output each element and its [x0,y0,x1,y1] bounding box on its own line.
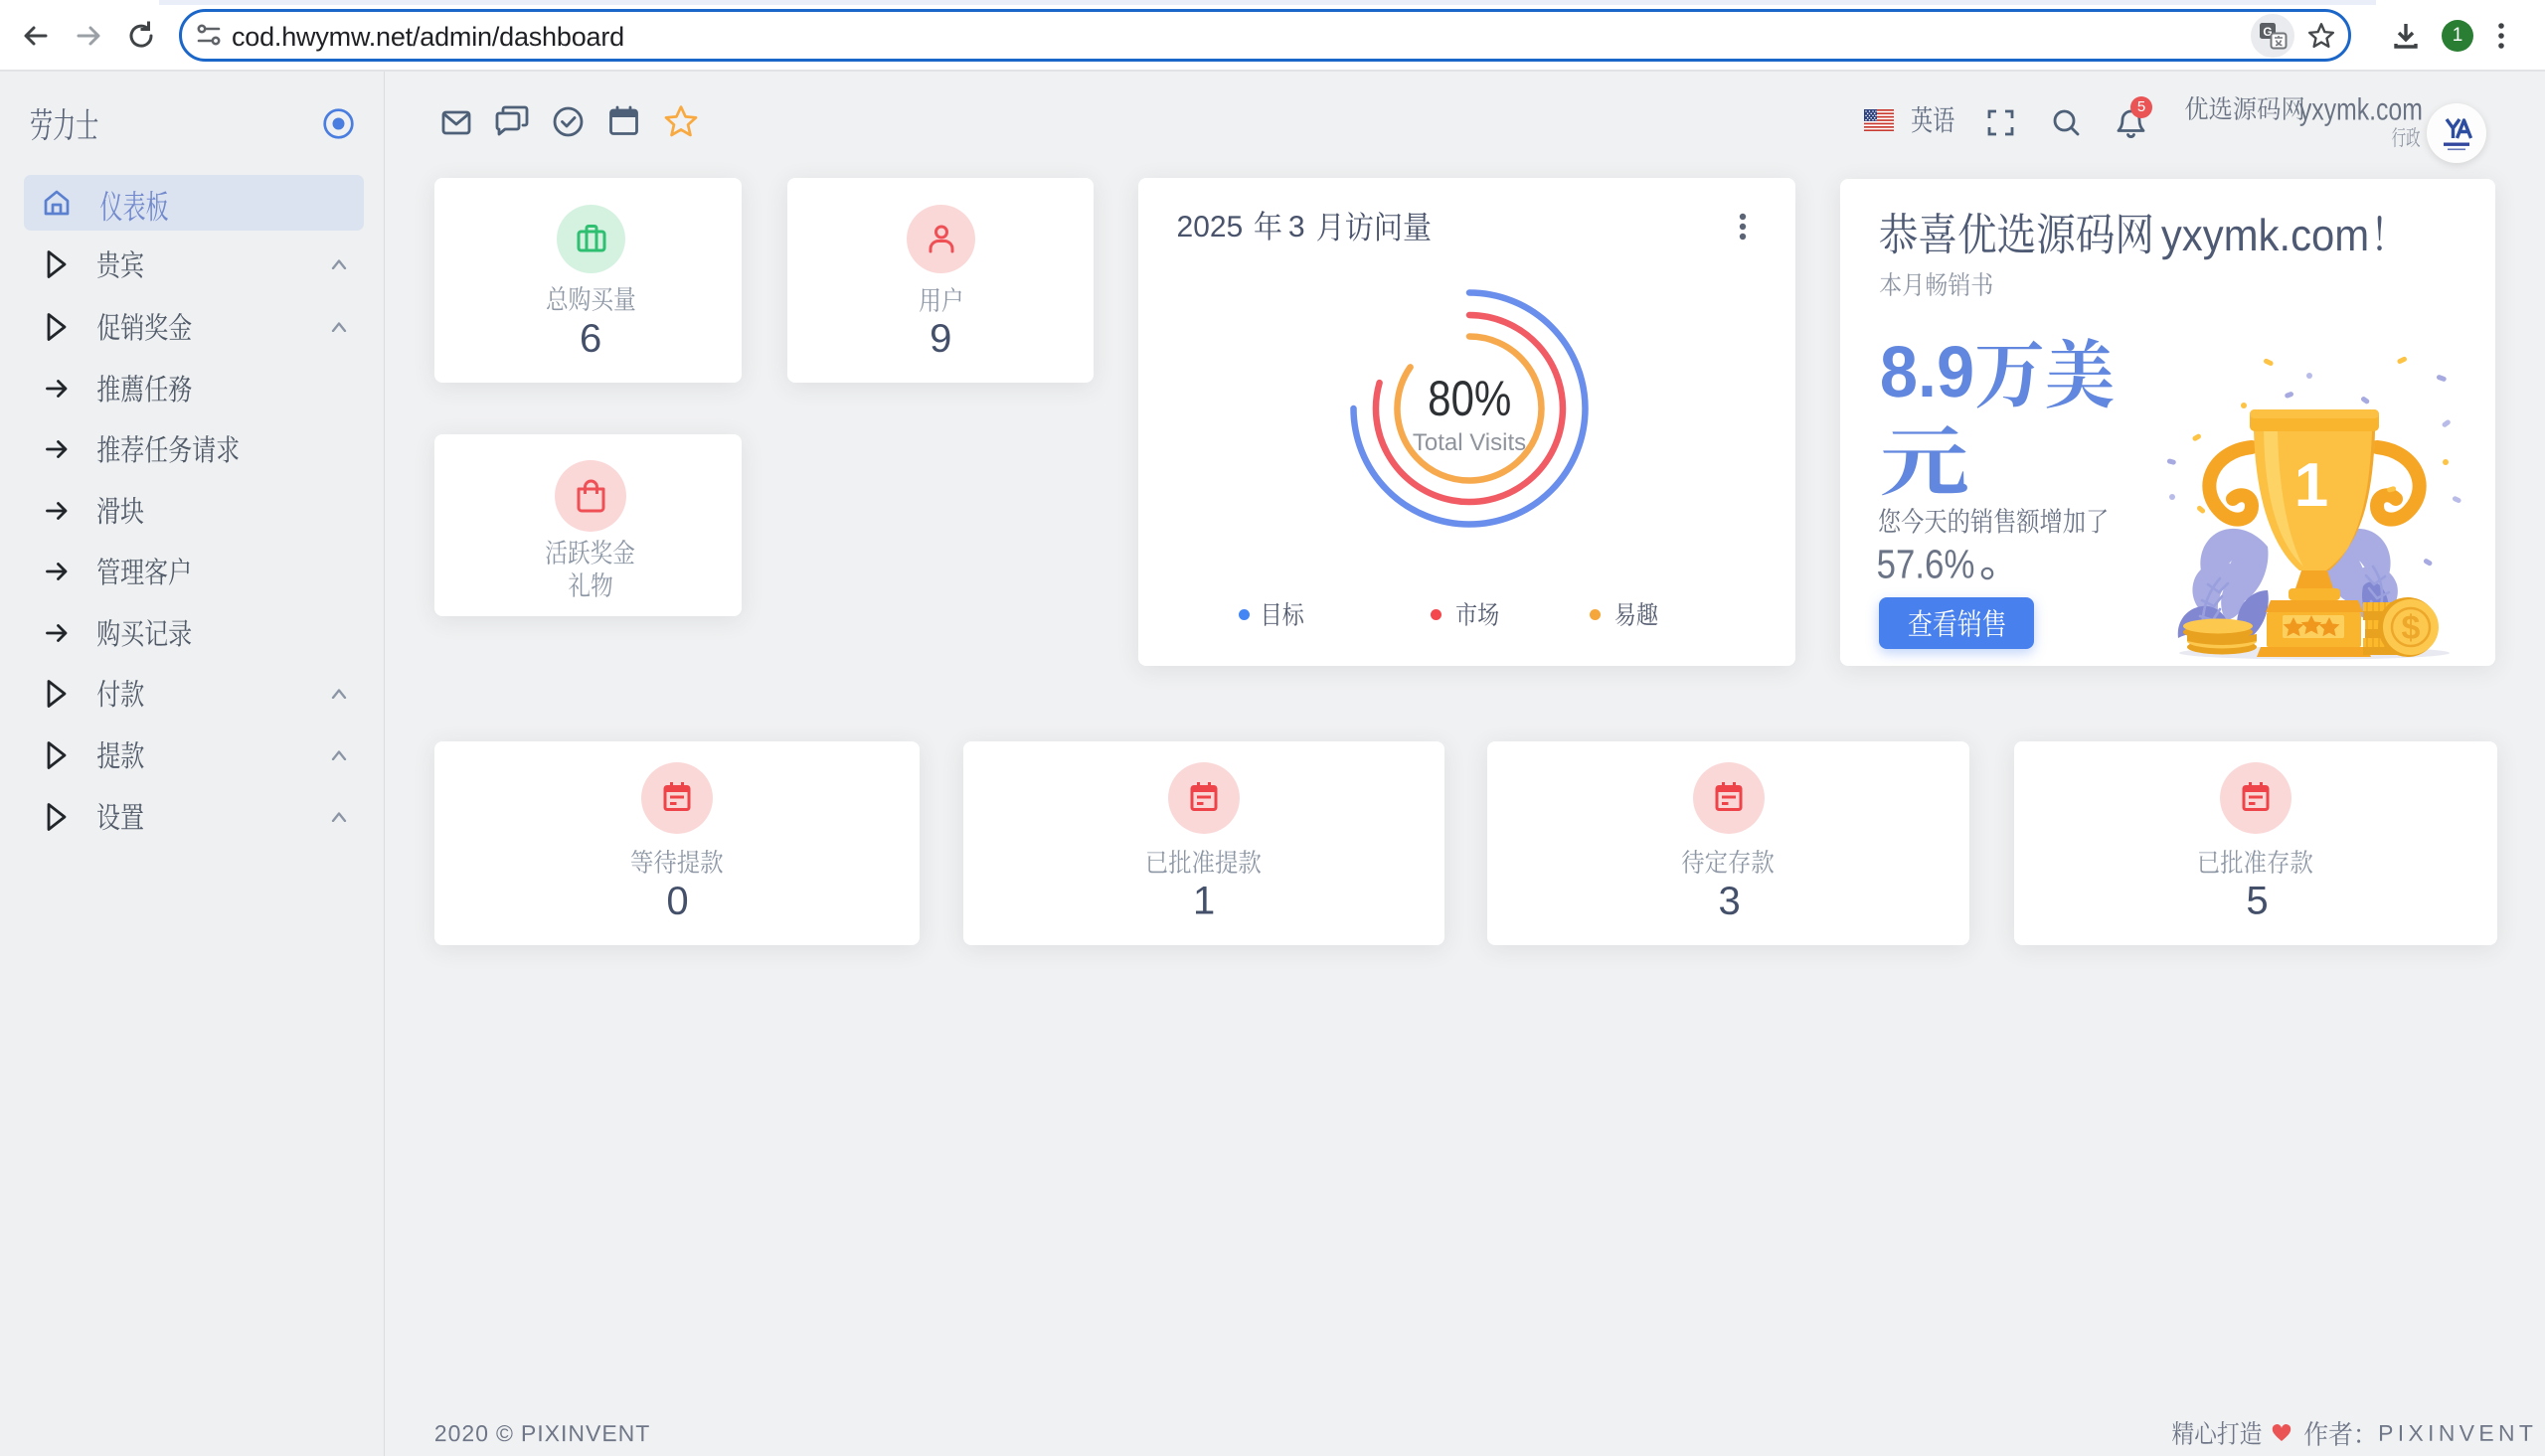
svg-text:G: G [2263,25,2272,39]
svg-text:$: $ [2402,609,2421,647]
svg-text:1: 1 [2294,451,2328,520]
